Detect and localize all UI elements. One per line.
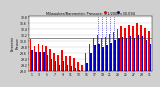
Bar [75,68,76,71]
Bar [45,46,47,71]
Bar [116,29,118,71]
Bar [51,59,52,71]
Bar [98,44,100,71]
Bar [63,61,64,71]
Bar [128,25,130,71]
Bar [122,37,124,71]
Bar [142,36,143,71]
Bar [113,32,114,71]
Bar [89,44,90,71]
Y-axis label: Barometric
Pressure: Barometric Pressure [11,36,20,51]
Bar [101,38,102,71]
Bar [97,35,98,71]
Bar [55,61,56,71]
Bar [81,65,83,71]
Bar [146,40,147,71]
Bar [134,38,135,71]
Title: Milwaukee/Barometric Pressure: 1/1/2008=30.094: Milwaukee/Barometric Pressure: 1/1/2008=… [46,12,135,16]
Bar [150,44,151,71]
Bar [31,50,33,71]
Bar [35,52,37,71]
Bar [59,65,60,71]
Bar [144,28,146,71]
Bar [83,71,84,73]
Bar [69,56,71,71]
Bar [102,47,104,71]
Bar [86,63,88,71]
Bar [138,35,139,71]
Bar [30,39,31,71]
Bar [126,38,127,71]
Bar [110,43,112,71]
Bar [90,53,92,71]
Bar [57,55,59,71]
Bar [65,56,67,71]
Bar [93,38,94,71]
Bar [106,45,108,71]
Bar [109,34,110,71]
Bar [73,58,75,71]
Bar [105,37,106,71]
Bar [94,45,96,71]
Bar [140,25,142,71]
Bar [79,70,80,71]
Bar [124,28,126,71]
Bar [43,52,44,71]
Bar [38,44,39,71]
Bar [71,66,72,71]
Bar [47,55,48,71]
Bar [136,23,138,71]
Bar [34,46,35,71]
Bar [148,31,150,71]
Bar [39,52,41,71]
Bar [130,36,131,71]
Bar [114,40,116,71]
Bar [132,26,134,71]
Bar [53,53,55,71]
Bar [77,62,79,71]
Bar [85,53,86,71]
Bar [61,50,63,71]
Bar [41,45,43,71]
Bar [118,38,120,71]
Bar [67,65,68,71]
Bar [49,49,51,71]
Bar [120,26,122,71]
